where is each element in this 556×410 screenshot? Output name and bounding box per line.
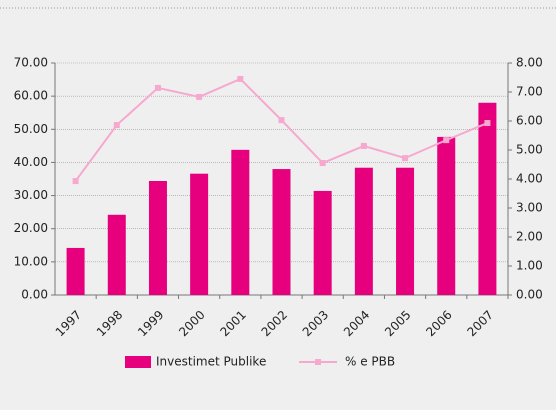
y2-tick-label: 6.00 (516, 114, 543, 128)
y2-tick-label: 3.00 (516, 201, 543, 215)
x-tick-label: 1998 (94, 308, 125, 339)
marker (237, 75, 244, 82)
legend-label: Investimet Publike (156, 355, 266, 369)
bar (272, 169, 291, 295)
y-tick-label: 0.00 (21, 288, 48, 302)
marker (402, 155, 409, 162)
y2-tick-label: 7.00 (516, 85, 543, 99)
bar (231, 149, 250, 295)
bar (437, 136, 456, 295)
x-tick-label: 2006 (423, 308, 454, 339)
bar (148, 180, 167, 295)
x-tick-label: 1997 (53, 308, 84, 339)
y2-tick-label: 5.00 (516, 143, 543, 157)
y-tick-label: 50.00 (14, 122, 48, 136)
bar (478, 102, 497, 296)
y2-tick-label: 4.00 (516, 172, 543, 186)
bar (66, 247, 85, 295)
y2-tick-label: 1.00 (516, 259, 543, 273)
y2-tick-label: 0.00 (516, 288, 543, 302)
x-tick-label: 1999 (135, 308, 166, 339)
x-tick-label: 2004 (341, 308, 372, 339)
x-tick-label: 2001 (217, 308, 248, 339)
y-tick-label: 70.00 (14, 56, 48, 70)
y-tick-label: 10.00 (14, 254, 48, 268)
bar (107, 214, 126, 295)
y-tick-label: 40.00 (14, 155, 48, 169)
x-tick-label: 2002 (259, 308, 290, 339)
x-tick-label: 2007 (465, 308, 496, 339)
y2-tick-label: 2.00 (516, 230, 543, 244)
marker (196, 93, 203, 100)
bar (190, 173, 209, 295)
marker (484, 120, 491, 127)
legend-marker (315, 359, 321, 365)
legend-label: % e PBB (345, 355, 395, 369)
y2-tick-label: 8.00 (516, 56, 543, 70)
bar (313, 190, 332, 295)
marker (360, 142, 367, 149)
y-tick-label: 30.00 (14, 188, 48, 202)
marker (278, 117, 285, 124)
marker (113, 122, 120, 129)
x-tick-label: 2005 (382, 308, 413, 339)
marker (154, 84, 161, 91)
marker (443, 137, 450, 144)
marker (319, 160, 326, 167)
line (74, 77, 488, 182)
y-tick-label: 60.00 (14, 89, 48, 103)
y-tick-label: 20.00 (14, 221, 48, 235)
x-tick-label: 2000 (176, 308, 207, 339)
marker (72, 178, 79, 185)
bar (396, 167, 415, 295)
x-tick-label: 2003 (300, 308, 331, 339)
bar (354, 167, 373, 295)
legend-swatch (125, 356, 151, 368)
